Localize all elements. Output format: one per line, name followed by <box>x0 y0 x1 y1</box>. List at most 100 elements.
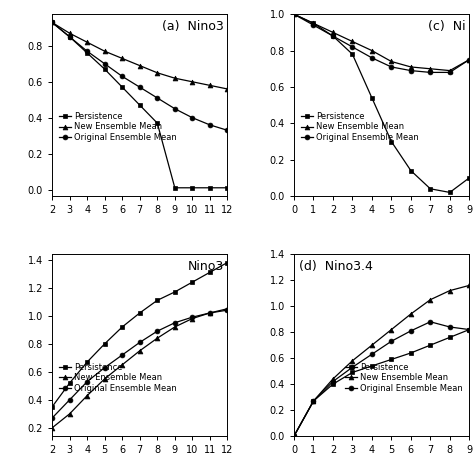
Persistence <box>49 404 55 410</box>
Persistence <box>225 185 230 191</box>
New Ensemble Mean <box>49 19 55 25</box>
Original Ensemble Mean <box>291 11 297 17</box>
Line: Original Ensemble Mean: Original Ensemble Mean <box>292 319 472 438</box>
Original Ensemble Mean <box>369 55 375 61</box>
Original Ensemble Mean <box>350 365 356 370</box>
New Ensemble Mean <box>207 82 213 88</box>
Original Ensemble Mean <box>207 310 213 316</box>
Legend: Persistence, New Ensemble Mean, Original Ensemble Mean: Persistence, New Ensemble Mean, Original… <box>56 360 179 396</box>
Original Ensemble Mean <box>155 328 160 334</box>
Original Ensemble Mean <box>155 95 160 101</box>
Persistence <box>67 34 73 40</box>
Line: Persistence: Persistence <box>292 327 472 438</box>
New Ensemble Mean <box>428 297 433 302</box>
Persistence <box>466 327 472 332</box>
Original Ensemble Mean <box>84 379 90 384</box>
Persistence <box>190 185 195 191</box>
Persistence <box>119 84 125 90</box>
Persistence <box>155 120 160 126</box>
Original Ensemble Mean <box>172 106 178 111</box>
Persistence <box>389 139 394 145</box>
Original Ensemble Mean <box>330 379 336 384</box>
Original Ensemble Mean <box>84 48 90 54</box>
Original Ensemble Mean <box>137 84 143 90</box>
Original Ensemble Mean <box>172 320 178 326</box>
Original Ensemble Mean <box>350 44 356 50</box>
Original Ensemble Mean <box>466 327 472 332</box>
New Ensemble Mean <box>447 68 453 73</box>
Persistence <box>447 335 453 340</box>
Original Ensemble Mean <box>408 68 414 73</box>
Original Ensemble Mean <box>137 339 143 345</box>
Legend: Persistence, New Ensemble Mean, Original Ensemble Mean: Persistence, New Ensemble Mean, Original… <box>342 360 465 396</box>
Line: Persistence: Persistence <box>50 20 230 190</box>
Persistence <box>428 342 433 348</box>
Legend: Persistence, New Ensemble Mean, Original Ensemble Mean: Persistence, New Ensemble Mean, Original… <box>298 109 421 145</box>
Original Ensemble Mean <box>408 328 414 334</box>
Persistence <box>428 186 433 191</box>
New Ensemble Mean <box>466 57 472 63</box>
Persistence <box>137 102 143 108</box>
Persistence <box>291 433 297 439</box>
New Ensemble Mean <box>225 306 230 311</box>
Original Ensemble Mean <box>119 73 125 79</box>
Persistence <box>49 19 55 25</box>
Original Ensemble Mean <box>310 398 316 404</box>
Line: New Ensemble Mean: New Ensemble Mean <box>50 306 230 430</box>
New Ensemble Mean <box>389 59 394 64</box>
Original Ensemble Mean <box>102 365 108 370</box>
Persistence <box>447 190 453 195</box>
Original Ensemble Mean <box>190 115 195 120</box>
New Ensemble Mean <box>447 288 453 293</box>
Original Ensemble Mean <box>49 415 55 421</box>
New Ensemble Mean <box>466 283 472 288</box>
New Ensemble Mean <box>102 48 108 54</box>
Persistence <box>330 381 336 387</box>
New Ensemble Mean <box>291 11 297 17</box>
Persistence <box>190 279 195 285</box>
Original Ensemble Mean <box>102 61 108 67</box>
New Ensemble Mean <box>155 335 160 341</box>
Original Ensemble Mean <box>310 22 316 28</box>
Persistence <box>330 33 336 39</box>
Original Ensemble Mean <box>389 338 394 344</box>
Persistence <box>102 341 108 346</box>
Persistence <box>408 168 414 173</box>
Persistence <box>102 66 108 72</box>
Original Ensemble Mean <box>119 352 125 358</box>
Original Ensemble Mean <box>67 34 73 40</box>
New Ensemble Mean <box>310 398 316 404</box>
Original Ensemble Mean <box>369 351 375 357</box>
New Ensemble Mean <box>137 63 143 68</box>
New Ensemble Mean <box>369 342 375 348</box>
New Ensemble Mean <box>350 39 356 45</box>
Persistence <box>310 20 316 26</box>
Original Ensemble Mean <box>49 19 55 25</box>
Persistence <box>137 310 143 316</box>
Persistence <box>207 270 213 275</box>
Persistence <box>119 324 125 330</box>
New Ensemble Mean <box>119 362 125 368</box>
New Ensemble Mean <box>119 55 125 61</box>
New Ensemble Mean <box>310 20 316 26</box>
New Ensemble Mean <box>291 433 297 439</box>
Text: Nino3: Nino3 <box>188 260 224 273</box>
New Ensemble Mean <box>84 393 90 399</box>
Original Ensemble Mean <box>67 397 73 402</box>
New Ensemble Mean <box>330 29 336 35</box>
Line: Original Ensemble Mean: Original Ensemble Mean <box>292 12 472 75</box>
New Ensemble Mean <box>137 348 143 354</box>
Persistence <box>291 11 297 17</box>
Original Ensemble Mean <box>190 314 195 320</box>
Persistence <box>369 95 375 100</box>
Persistence <box>67 380 73 386</box>
New Ensemble Mean <box>408 311 414 317</box>
Persistence <box>225 260 230 265</box>
Persistence <box>207 185 213 191</box>
New Ensemble Mean <box>408 64 414 70</box>
Original Ensemble Mean <box>207 122 213 128</box>
New Ensemble Mean <box>155 70 160 76</box>
Original Ensemble Mean <box>447 324 453 330</box>
Line: New Ensemble Mean: New Ensemble Mean <box>292 12 472 73</box>
Persistence <box>172 185 178 191</box>
